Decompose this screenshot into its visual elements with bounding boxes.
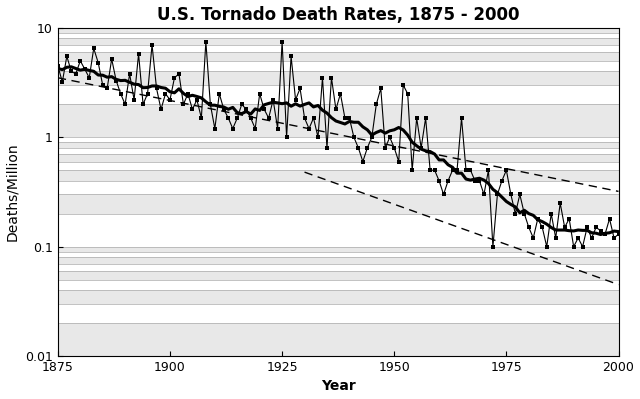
X-axis label: Year: Year (321, 379, 356, 393)
Bar (58, 142, 618, 148)
Bar (58, 170, 618, 181)
Bar (58, 271, 618, 280)
Bar (58, 61, 618, 71)
Bar (58, 38, 618, 45)
Bar (58, 264, 618, 271)
Bar (58, 181, 618, 194)
Bar (58, 52, 618, 61)
Bar (58, 28, 618, 33)
Title: U.S. Tornado Death Rates, 1875 - 2000: U.S. Tornado Death Rates, 1875 - 2000 (157, 6, 520, 24)
Bar (58, 290, 618, 304)
Y-axis label: Deaths/Million: Deaths/Million (6, 143, 20, 241)
Bar (58, 247, 618, 252)
Bar (58, 280, 618, 290)
Bar (58, 148, 618, 154)
Bar (58, 252, 618, 257)
Bar (58, 71, 618, 85)
Bar (58, 45, 618, 52)
Bar (58, 214, 618, 247)
Bar (58, 33, 618, 38)
Bar (58, 323, 618, 356)
Bar (58, 162, 618, 170)
Bar (58, 105, 618, 137)
Bar (58, 137, 618, 142)
Bar (58, 257, 618, 264)
Bar (58, 194, 618, 214)
Bar (58, 85, 618, 105)
Bar (58, 304, 618, 323)
Bar (58, 154, 618, 162)
